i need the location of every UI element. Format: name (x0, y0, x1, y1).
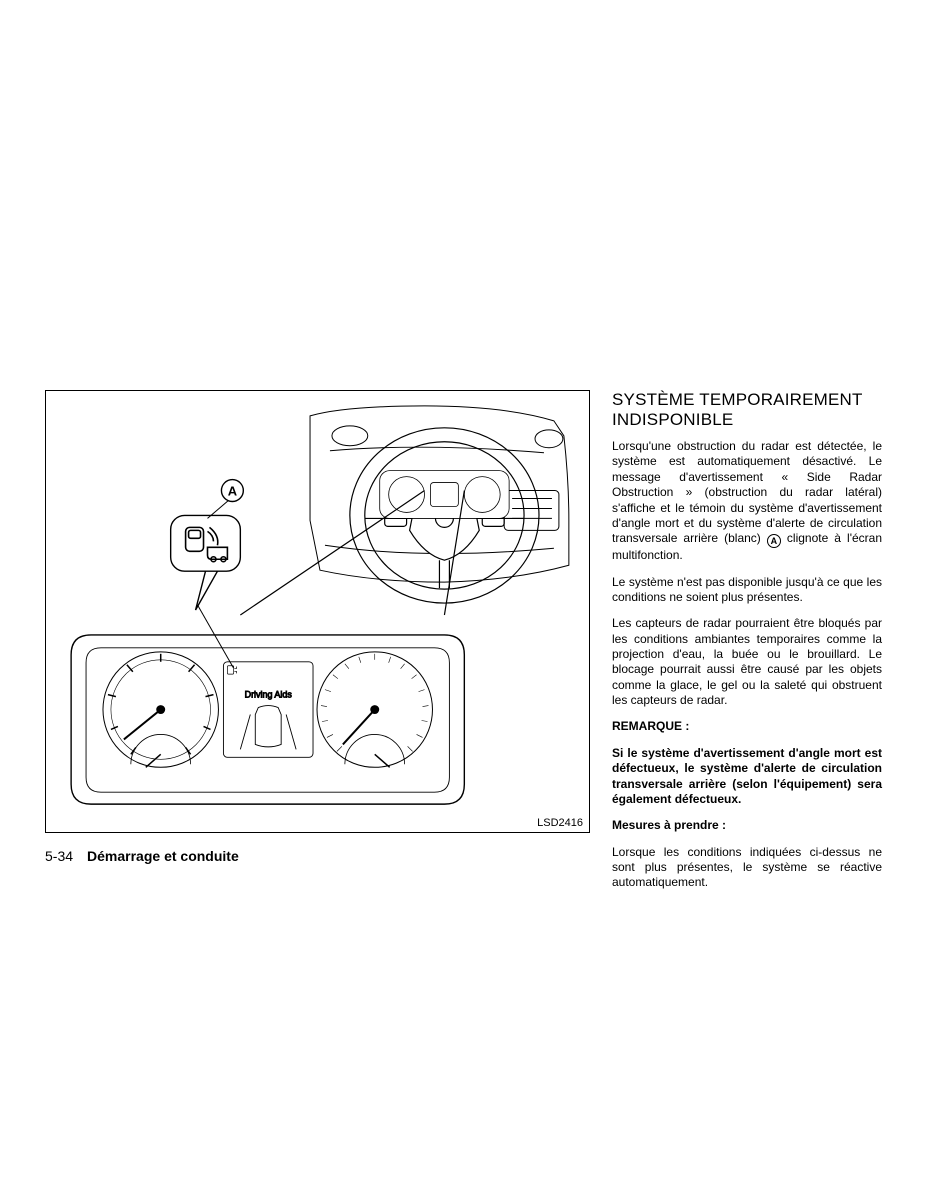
paragraph-1: Lorsqu'une obstruction du radar est déte… (612, 439, 882, 564)
remark-label: REMARQUE : (612, 719, 882, 734)
heading-line2: INDISPONIBLE (612, 410, 733, 429)
screen-text-inner: Driving Aids (245, 690, 293, 700)
left-column: Driving Aids (45, 390, 590, 902)
dashboard-figure: Driving Aids (45, 390, 590, 833)
paragraph-4: Lorsque les conditions indiquées ci-dess… (612, 845, 882, 891)
section-heading: SYSTÈME TEMPORAIREMENT INDISPONIBLE (612, 390, 882, 429)
dashboard-illustration: Driving Aids (46, 391, 589, 832)
inline-callout-a: A (767, 534, 781, 548)
page-content: Driving Aids (45, 390, 882, 902)
callout-letter-text: A (228, 484, 237, 499)
heading-line1: SYSTÈME TEMPORAIREMENT (612, 390, 863, 409)
page-number: 5-34 (45, 848, 73, 864)
page-footer: 5-34 Démarrage et conduite (45, 848, 239, 864)
paragraph-2: Le système n'est pas disponible jusqu'à … (612, 575, 882, 606)
figure-label: LSD2416 (537, 817, 583, 829)
callout-marker-a: A (207, 480, 243, 519)
section-title: Démarrage et conduite (87, 848, 239, 864)
remark-body: Si le système d'avertissement d'angle mo… (612, 746, 882, 807)
right-column: SYSTÈME TEMPORAIREMENT INDISPONIBLE Lors… (612, 390, 882, 902)
action-label: Mesures à prendre : (612, 818, 882, 833)
paragraph-3: Les capteurs de radar pourraient être bl… (612, 616, 882, 708)
